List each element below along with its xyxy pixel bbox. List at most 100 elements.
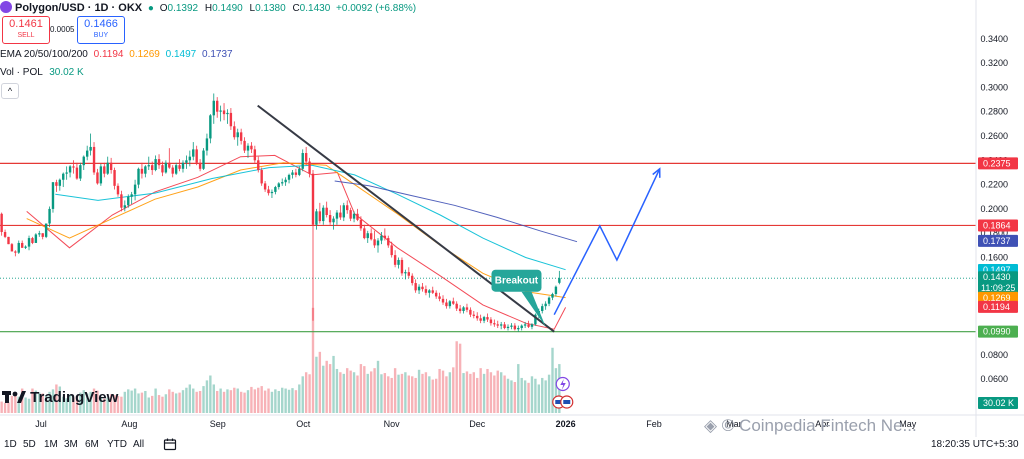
- price-tick-label: 0.3400: [980, 34, 1008, 44]
- candle-body: [383, 235, 387, 239]
- range-6m-button[interactable]: 6M: [85, 439, 99, 450]
- range-1d-button[interactable]: 1D: [4, 439, 17, 450]
- volume-bar: [20, 388, 24, 413]
- volume-legend-row[interactable]: Vol · POL 30.02 K: [0, 66, 84, 80]
- volume-bar: [493, 375, 496, 413]
- candle-body: [363, 228, 366, 239]
- time-tick-label: Sep: [210, 419, 226, 429]
- range-3m-button[interactable]: 3M: [64, 439, 78, 450]
- horizontal-levels[interactable]: [0, 162, 976, 333]
- volume-bar: [85, 393, 89, 413]
- ohlc-change: +0.0092 (+6.88%): [336, 3, 417, 14]
- time-tick-label: Aug: [121, 419, 137, 429]
- candle-body: [510, 325, 513, 327]
- candle-body: [270, 191, 274, 194]
- volume-bar: [431, 379, 434, 413]
- candle-body: [181, 162, 185, 169]
- volume-bar: [359, 364, 363, 413]
- time-axis[interactable]: Jul Aug Sep Oct Nov Dec 2026 Feb Mar Apr May: [0, 414, 1024, 429]
- volume-bar: [48, 391, 51, 413]
- candle-body: [168, 162, 171, 168]
- volume-bar: [106, 397, 109, 413]
- calendar-icon[interactable]: [163, 437, 177, 454]
- price-axis[interactable]: 0.34000.32000.30000.28000.26000.24000.22…: [975, 0, 1008, 437]
- ema-legend-row[interactable]: EMA 20/50/100/200 0.1194 0.1269 0.1497 0…: [0, 48, 233, 62]
- candle-body: [140, 168, 144, 174]
- price-axis-label-box: [978, 219, 1018, 232]
- clock-readout[interactable]: 18:20:35 UTC+5:30: [931, 439, 1019, 450]
- volume-bar: [387, 376, 390, 413]
- candle-body: [421, 286, 424, 290]
- ema-line: [26, 154, 567, 330]
- symbol-title[interactable]: Polygon/USD · 1D · OKX: [15, 2, 143, 14]
- candle-body: [325, 207, 328, 215]
- volume-bar: [393, 368, 397, 413]
- candle-body: [24, 246, 27, 248]
- candle-body: [445, 302, 448, 307]
- range-1m-button[interactable]: 1M: [44, 439, 58, 450]
- volume-bar: [62, 396, 65, 413]
- candle-body: [0, 213, 3, 233]
- volume-bars: [0, 307, 561, 413]
- candle-body: [311, 173, 315, 225]
- candle-body: [339, 212, 342, 218]
- candle-body: [219, 110, 222, 112]
- price-axis-label: 0.1497: [983, 265, 1011, 275]
- volume-bar: [465, 371, 469, 413]
- candle-body: [10, 244, 14, 252]
- volume-bar: [236, 388, 239, 413]
- volume-bar: [161, 396, 164, 413]
- volume-bar: [476, 377, 479, 413]
- candle-body: [438, 296, 441, 299]
- collapse-legend-button[interactable]: ^: [1, 83, 19, 99]
- candle-body: [164, 162, 168, 173]
- candle-body: [154, 159, 157, 171]
- countdown-label: 11:09:25: [981, 283, 1015, 293]
- candle-body: [404, 272, 407, 274]
- volume-bar: [82, 390, 85, 413]
- volume-bar: [120, 396, 123, 413]
- tradingview-mark-icon: [2, 390, 26, 408]
- volume-bar: [226, 389, 229, 413]
- volume-bar: [510, 380, 513, 413]
- candle-body: [198, 162, 202, 169]
- price-axis-label-box: [978, 397, 1018, 409]
- candle-body: [123, 205, 127, 208]
- price-axis-label: 30.02 K: [983, 398, 1014, 408]
- ema-20-value: 0.1194: [93, 49, 124, 60]
- candle-body: [424, 289, 428, 293]
- buy-button[interactable]: 0.1466 BUY: [77, 16, 125, 44]
- candle-body: [31, 238, 34, 243]
- volume-bar: [417, 369, 421, 413]
- volume-bar: [92, 388, 96, 413]
- candle-body: [291, 172, 294, 175]
- candle-body: [301, 153, 304, 169]
- candle-body: [236, 132, 239, 138]
- candle-body: [479, 318, 482, 321]
- candle-body: [496, 324, 499, 326]
- volume-bar: [216, 390, 219, 413]
- ohlc-close-label: C: [292, 3, 300, 14]
- candle-body: [322, 207, 325, 222]
- volume-bar: [458, 343, 462, 413]
- candle-body: [127, 196, 130, 206]
- volume-bar: [335, 368, 339, 413]
- candle-body: [489, 319, 493, 324]
- candle-body: [174, 165, 178, 174]
- range-5d-button[interactable]: 5D: [23, 439, 36, 450]
- candle-body: [209, 115, 212, 139]
- sell-button[interactable]: 0.1461 SELL: [2, 16, 50, 44]
- range-ytd-button[interactable]: YTD: [107, 439, 127, 450]
- range-all-button[interactable]: All: [133, 439, 145, 450]
- tradingview-logo[interactable]: TradingView: [2, 389, 118, 408]
- candle-body: [188, 156, 192, 161]
- candle-body: [103, 166, 106, 174]
- ohlc-low-label: L: [249, 3, 256, 14]
- candle-body: [106, 162, 109, 174]
- symbol-row: Polygon/USD · 1D · OKX ● O0.1392 H0.1490…: [0, 1, 416, 16]
- volume-bar: [164, 394, 168, 413]
- drawings[interactable]: Breakout: [257, 104, 661, 409]
- projection-path: [553, 168, 661, 316]
